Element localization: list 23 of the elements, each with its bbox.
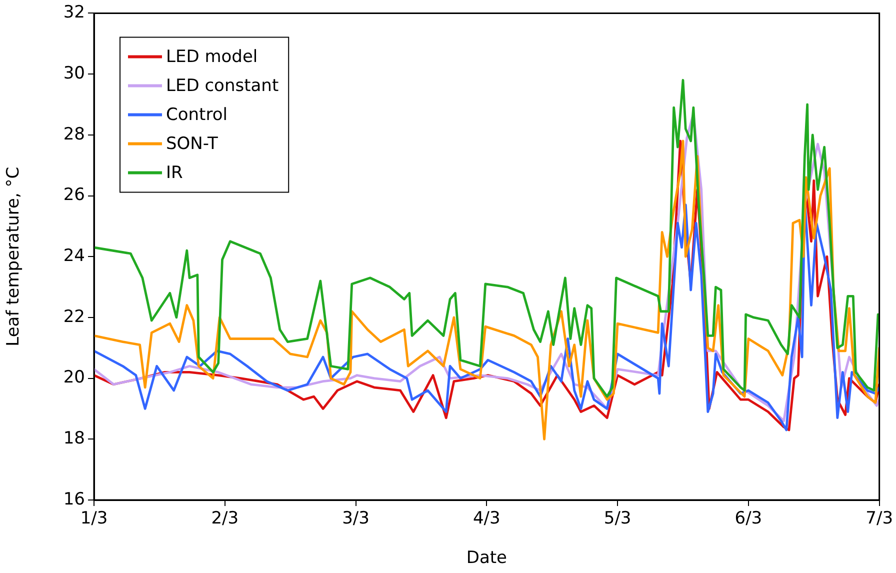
- y-tick-label: 24: [63, 246, 85, 266]
- x-tick-label: 6/3: [734, 508, 762, 529]
- x-tick-label: 1/3: [80, 508, 108, 529]
- y-tick-label: 26: [63, 185, 85, 206]
- x-tick-label: 4/3: [472, 508, 500, 529]
- x-tick-label: 2/3: [211, 508, 239, 529]
- y-tick-label: 18: [63, 428, 85, 449]
- x-tick-label: 3/3: [342, 508, 370, 529]
- y-tick-label: 28: [63, 124, 85, 144]
- legend-label: LED model: [166, 47, 258, 68]
- legend-label: SON-T: [166, 134, 218, 154]
- y-tick-label: 30: [63, 63, 85, 84]
- y-tick-label: 20: [63, 368, 85, 388]
- y-tick-label: 22: [63, 306, 85, 327]
- legend-label: IR: [166, 163, 184, 184]
- legend-label: LED constant: [166, 76, 279, 96]
- y-tick-label: 32: [63, 2, 85, 23]
- y-axis-title: Leaf temperature, °C: [4, 166, 24, 346]
- legend-label: Control: [166, 105, 228, 126]
- y-tick-label: 16: [63, 489, 85, 510]
- x-tick-label: 5/3: [604, 508, 632, 529]
- x-axis-title: Date: [466, 548, 507, 568]
- x-tick-label: 7/3: [866, 508, 893, 529]
